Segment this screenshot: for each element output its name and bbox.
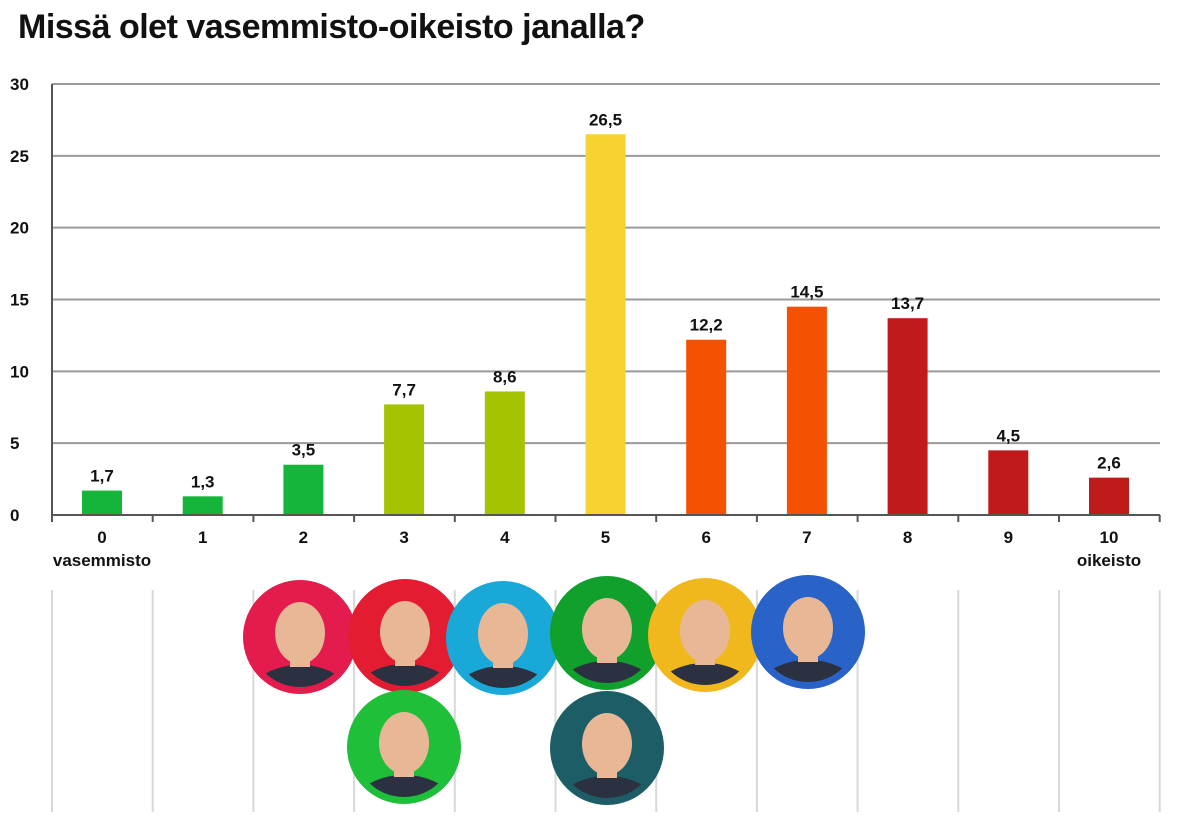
y-tick-label: 25 (10, 147, 29, 166)
bar (182, 496, 223, 515)
x-tick-label: 10 (1100, 528, 1119, 547)
candidate-portrait (348, 579, 462, 693)
portrait-face (582, 713, 632, 775)
x-axis: 0 1 2 3 4 5 6 7 8 9 10 vasemmisto oikeisto (51, 84, 1161, 570)
portrait-face (380, 601, 430, 663)
candidate-portrait (347, 690, 461, 804)
bar (686, 339, 727, 515)
portrait-face (582, 598, 632, 660)
x-tick-label: 2 (299, 528, 308, 547)
bar (585, 134, 626, 516)
bar-value-label: 26,5 (589, 110, 622, 129)
y-tick-label: 5 (10, 434, 19, 453)
bar-value-label: 3,5 (292, 441, 316, 460)
bar-value-label: 8,6 (493, 367, 517, 386)
x-tick-label: 7 (802, 528, 811, 547)
x-tick-label: 0 (97, 528, 106, 547)
bar-value-label: 1,3 (191, 472, 215, 491)
bar (82, 490, 122, 515)
bar-value-label: 13,7 (891, 294, 924, 313)
axis-end-label-right: oikeisto (1077, 551, 1141, 570)
candidate-portrait (550, 691, 664, 805)
bar-value-label: 14,5 (790, 283, 823, 302)
candidate-portrait (751, 575, 865, 689)
bar-value-label: 4,5 (996, 426, 1020, 445)
candidate-portrait (550, 576, 664, 690)
x-tick-label: 1 (198, 528, 207, 547)
candidate-portrait (243, 580, 357, 694)
y-tick-label: 30 (10, 75, 29, 94)
portrait-face (275, 602, 325, 664)
portrait-face (783, 597, 833, 659)
y-tick-label: 10 (10, 362, 29, 381)
y-tick-label: 20 (10, 219, 29, 238)
chart-title: Missä olet vasemmisto-oikeisto janalla? (18, 8, 645, 46)
bar (786, 306, 827, 515)
y-tick-label: 15 (10, 291, 29, 310)
bar-value-label: 7,7 (392, 380, 416, 399)
axis-end-label-left: vasemmisto (53, 551, 151, 570)
portrait-face (379, 712, 429, 774)
x-tick-label: 6 (701, 528, 710, 547)
portraits (243, 575, 865, 805)
x-tick-label: 4 (500, 528, 510, 547)
bar-value-label: 2,6 (1097, 454, 1121, 473)
bar (1089, 477, 1129, 515)
portrait-face (478, 603, 528, 665)
x-tick-label: 5 (601, 528, 610, 547)
y-tick-label: 0 (10, 506, 19, 525)
bar-value-label: 12,2 (690, 316, 723, 335)
y-axis-ticks: 0 5 10 15 20 25 30 (10, 75, 29, 525)
candidate-portrait (446, 581, 560, 695)
x-tick-label: 8 (903, 528, 912, 547)
bar (484, 391, 525, 515)
x-tick-label: 3 (399, 528, 408, 547)
x-tick-label: 9 (1004, 528, 1013, 547)
portrait-face (680, 600, 730, 662)
bar (384, 404, 425, 515)
bar-value-label: 1,7 (90, 467, 114, 486)
bar (988, 450, 1029, 515)
bars (82, 134, 1129, 516)
bar (887, 318, 928, 515)
value-labels: 1,7 1,3 3,5 7,7 8,6 26,5 12,2 14,5 13,7 4,5 2,6 (90, 110, 1121, 491)
candidate-portrait (648, 578, 762, 692)
bar (283, 464, 324, 515)
